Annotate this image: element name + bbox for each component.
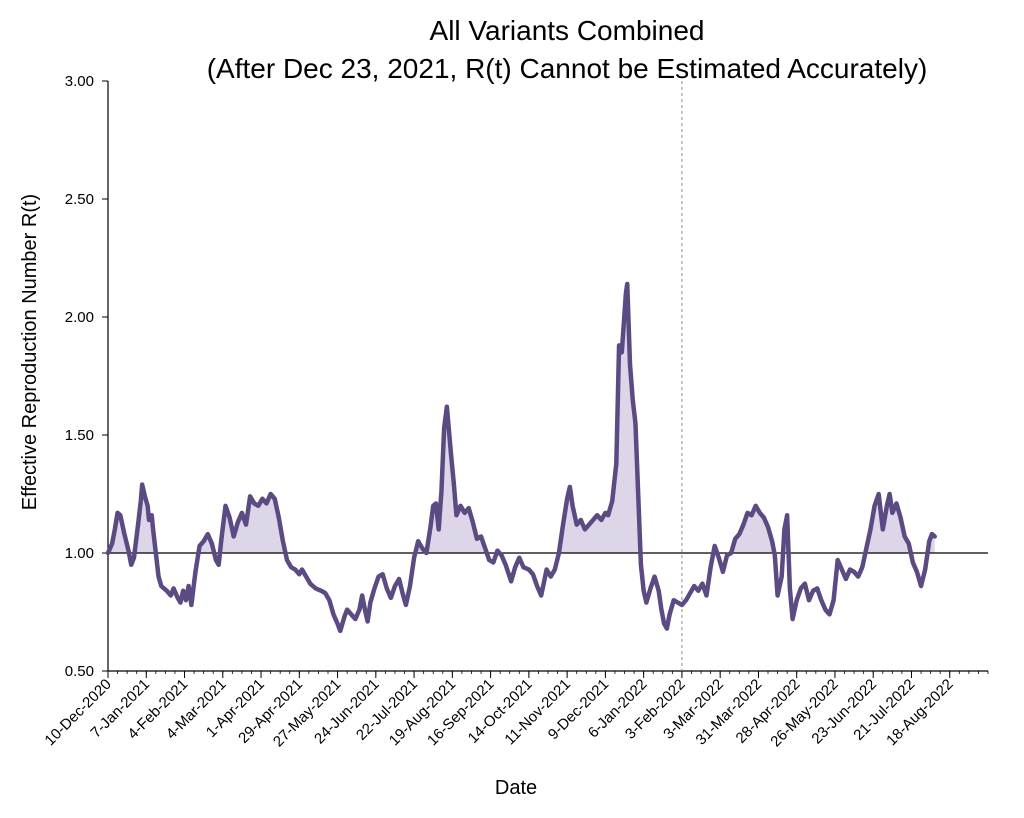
y-tick-label: 2.00 — [65, 309, 94, 326]
area-fill-segment — [219, 494, 286, 553]
chart-subtitle: (After Dec 23, 2021, R(t) Cannot be Esti… — [206, 53, 928, 84]
area-fill-segment — [426, 406, 487, 553]
y-axis-title: Effective Reproduction Number R(t) — [19, 194, 41, 510]
axis-layer — [102, 80, 989, 678]
y-tick-label: 2.50 — [65, 191, 94, 208]
y-tick-label: 0.50 — [65, 663, 94, 680]
area-fill-segment — [865, 494, 911, 553]
chart-title-block: All Variants Combined (After Dec 23, 202… — [0, 12, 1024, 88]
y-tick-label: 1.50 — [65, 427, 94, 444]
chart-title: All Variants Combined — [429, 15, 705, 46]
x-axis-title: Date — [495, 777, 537, 799]
series-line-layer — [105, 281, 937, 634]
y-tick-label: 3.00 — [65, 73, 94, 90]
area-fill-segment — [198, 534, 215, 553]
area-fill-layer — [108, 283, 935, 553]
series-line — [105, 281, 937, 634]
area-fill-segment — [134, 484, 156, 553]
tick-label-layer: 0.501.001.502.002.503.0010-Dec-20207-Jan… — [41, 73, 956, 750]
y-tick-label: 1.00 — [65, 545, 94, 562]
